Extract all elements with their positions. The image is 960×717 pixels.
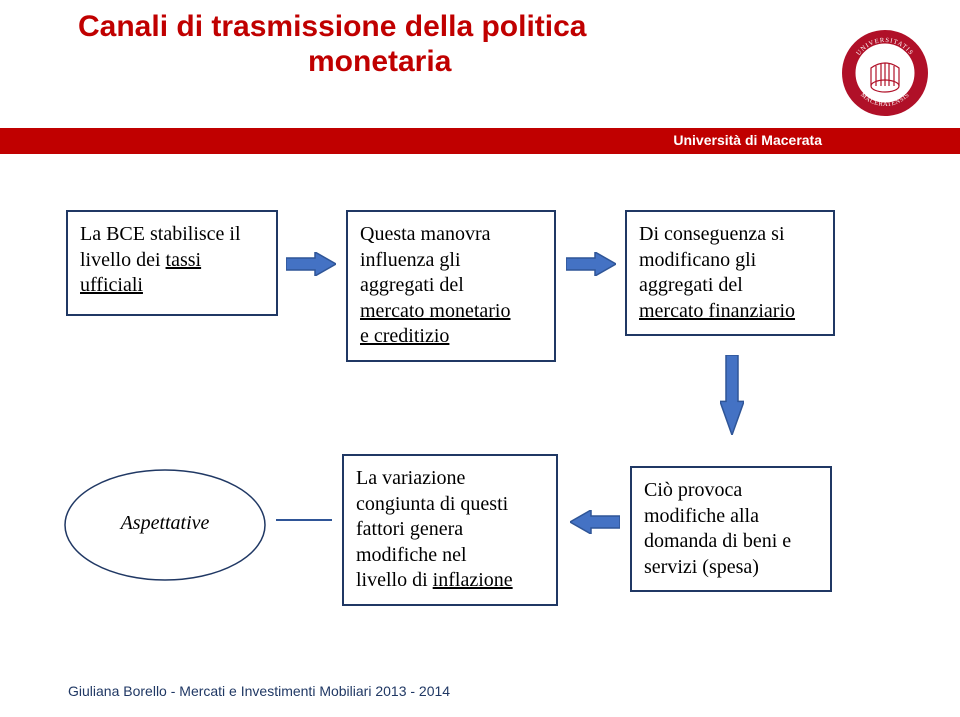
- title-line2: monetaria: [78, 45, 678, 80]
- box-mercato-monetario: Questa manovrainfluenza gliaggregati del…: [346, 210, 556, 362]
- ellipse-aspettative: Aspettative: [63, 468, 267, 582]
- box-domanda-beni: Ciò provocamodifiche alladomanda di beni…: [630, 466, 832, 592]
- footer-text: Giuliana Borello - Mercati e Investiment…: [68, 683, 450, 699]
- title-line1: Canali di trasmissione della politica: [78, 10, 678, 45]
- connector-line: [276, 510, 332, 528]
- arrow-icon: [720, 355, 744, 440]
- box-mercato-finanziario: Di conseguenza simodificano gliaggregati…: [625, 210, 835, 336]
- university-seal-icon: UNIVERSITATIS MACERATENSIS: [840, 28, 930, 118]
- subtitle-text: Università di Macerata: [673, 132, 822, 148]
- slide: Canali di trasmissione della politica mo…: [0, 0, 960, 717]
- ellipse-label: Aspettative: [63, 512, 267, 535]
- arrow-icon: [566, 252, 616, 281]
- box-bce-tassi: La BCE stabilisce illivello dei tassiuff…: [66, 210, 278, 316]
- slide-title: Canali di trasmissione della politica mo…: [78, 10, 678, 79]
- arrow-icon: [286, 252, 336, 281]
- box-inflazione: La variazionecongiunta di questifattori …: [342, 454, 558, 606]
- subtitle-bar: Università di Macerata: [0, 128, 960, 154]
- arrow-icon: [570, 510, 620, 539]
